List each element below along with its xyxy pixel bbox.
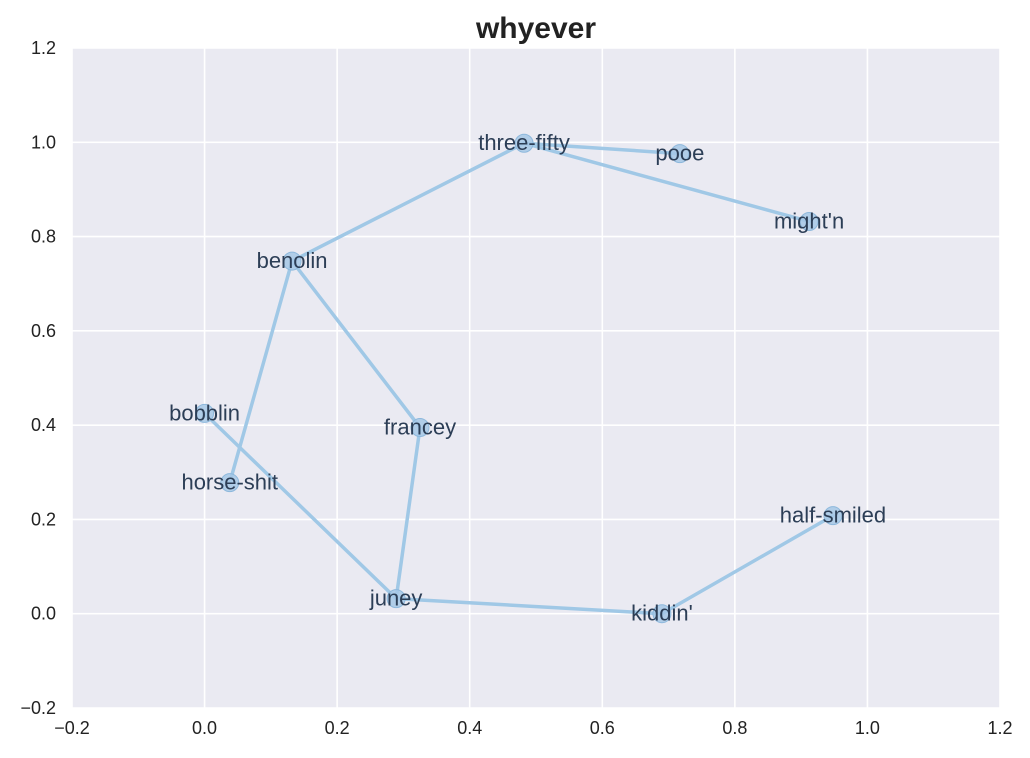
point-marker <box>823 506 843 526</box>
y-tick-label: 0.6 <box>31 321 56 341</box>
x-tick-label: 0.8 <box>722 718 747 738</box>
y-tick-label: 0.2 <box>31 509 56 529</box>
edge-line <box>290 141 526 263</box>
point-marker <box>670 144 690 164</box>
x-tick-label: 0.6 <box>590 718 615 738</box>
edge-line <box>290 259 422 430</box>
x-tick-label: 1.2 <box>987 718 1012 738</box>
y-tick-label: 1.2 <box>31 38 56 58</box>
edge-line <box>202 411 398 601</box>
point-marker <box>514 133 534 153</box>
point-marker <box>652 604 672 624</box>
edge-line <box>394 596 664 616</box>
point-labels: three-fifty pooe might'n benolin bobblin fran… <box>169 130 886 625</box>
point-label: juney <box>369 586 423 611</box>
x-axis-ticks: −0.2 0.0 0.2 0.4 0.6 0.8 1.0 1.2 <box>54 718 1012 738</box>
y-tick-label: 1.0 <box>31 132 56 152</box>
x-tick-label: 0.2 <box>325 718 350 738</box>
x-tick-label: 1.0 <box>855 718 880 738</box>
y-tick-label: 0.4 <box>31 415 56 435</box>
y-tick-label: 0.0 <box>31 604 56 624</box>
y-tick-label: −0.2 <box>20 698 56 718</box>
point-label: horse-shit <box>181 470 278 495</box>
point-marker <box>410 418 430 437</box>
markers <box>195 133 843 624</box>
point-label: kiddin' <box>631 601 693 626</box>
point-label: pooe <box>655 141 704 166</box>
point-marker <box>220 473 240 493</box>
y-tick-label: 0.8 <box>31 227 56 247</box>
point-marker <box>282 251 302 271</box>
point-label: bobblin <box>169 400 240 425</box>
edge-line <box>522 141 682 156</box>
point-label: might'n <box>774 208 844 233</box>
point-label: half-smiled <box>780 503 886 528</box>
edge-line <box>394 425 422 601</box>
x-tick-label: 0.4 <box>457 718 482 738</box>
plot-area <box>72 48 1000 708</box>
point-marker <box>799 211 819 231</box>
chart-title: whyever <box>475 12 596 45</box>
y-axis-ticks: −0.2 0.0 0.2 0.4 0.6 0.8 1.0 1.2 <box>20 38 56 718</box>
point-marker <box>195 403 215 423</box>
edges <box>202 141 835 616</box>
point-label: francey <box>384 415 456 440</box>
point-label: benolin <box>257 248 328 273</box>
point-marker <box>386 589 406 609</box>
x-tick-label: −0.2 <box>54 718 90 738</box>
x-tick-label: 0.0 <box>192 718 217 738</box>
edge-line <box>522 141 811 224</box>
edge-line <box>660 513 835 616</box>
point-label: three-fifty <box>478 130 570 155</box>
